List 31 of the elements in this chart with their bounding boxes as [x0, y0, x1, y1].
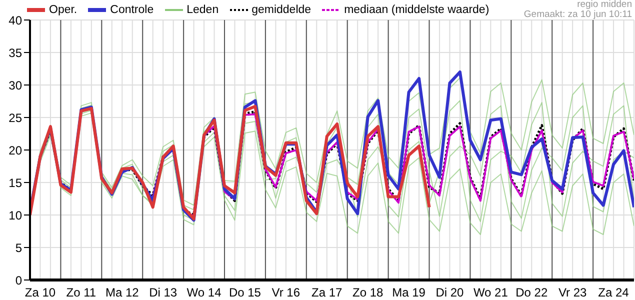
y-tick-label: 20 [8, 143, 22, 158]
x-tick-label: Wo 21 [473, 286, 508, 300]
x-tick-label: Di 13 [149, 286, 178, 300]
y-tick-label: 25 [8, 110, 22, 125]
x-tick-label: Zo 11 [66, 286, 96, 300]
legend-label: Controle [110, 4, 154, 16]
x-tick-label: Di 20 [436, 286, 464, 300]
y-tick-label: 5 [15, 240, 22, 255]
y-tick-label: 30 [8, 78, 22, 92]
x-tick-label: Zo 18 [352, 286, 384, 300]
x-tick-label: Vr 16 [272, 286, 300, 300]
x-tick-label: Za 17 [312, 286, 343, 300]
x-tick-label: Vr 23 [558, 286, 588, 300]
y-tick-label: 10 [8, 208, 22, 222]
y-tick-label: 0 [15, 273, 22, 288]
y-tick-label: 15 [8, 176, 22, 190]
x-tick-label: Ma 19 [392, 286, 426, 300]
x-tick-label: Do 22 [516, 286, 548, 300]
text: regio midden [576, 0, 632, 10]
x-tick-label: Wo 14 [186, 286, 222, 300]
x-tick-label: Do 15 [228, 286, 262, 300]
annotation: Gemaakt: za 10 jun 10:11 [524, 9, 632, 20]
legend-label: mediaan (middelste waarde) [344, 4, 490, 16]
legend-label: gemiddelde [252, 4, 312, 16]
x-tick-label: Za 24 [598, 286, 630, 300]
y-tick-label: 35 [8, 46, 22, 60]
x-tick-label: Za 10 [24, 286, 56, 300]
legend-label: Oper. [49, 4, 78, 16]
x-tick-label: Ma 12 [105, 286, 140, 300]
legend-label: Leden [186, 4, 219, 16]
y-tick-label: 40 [8, 13, 22, 28]
